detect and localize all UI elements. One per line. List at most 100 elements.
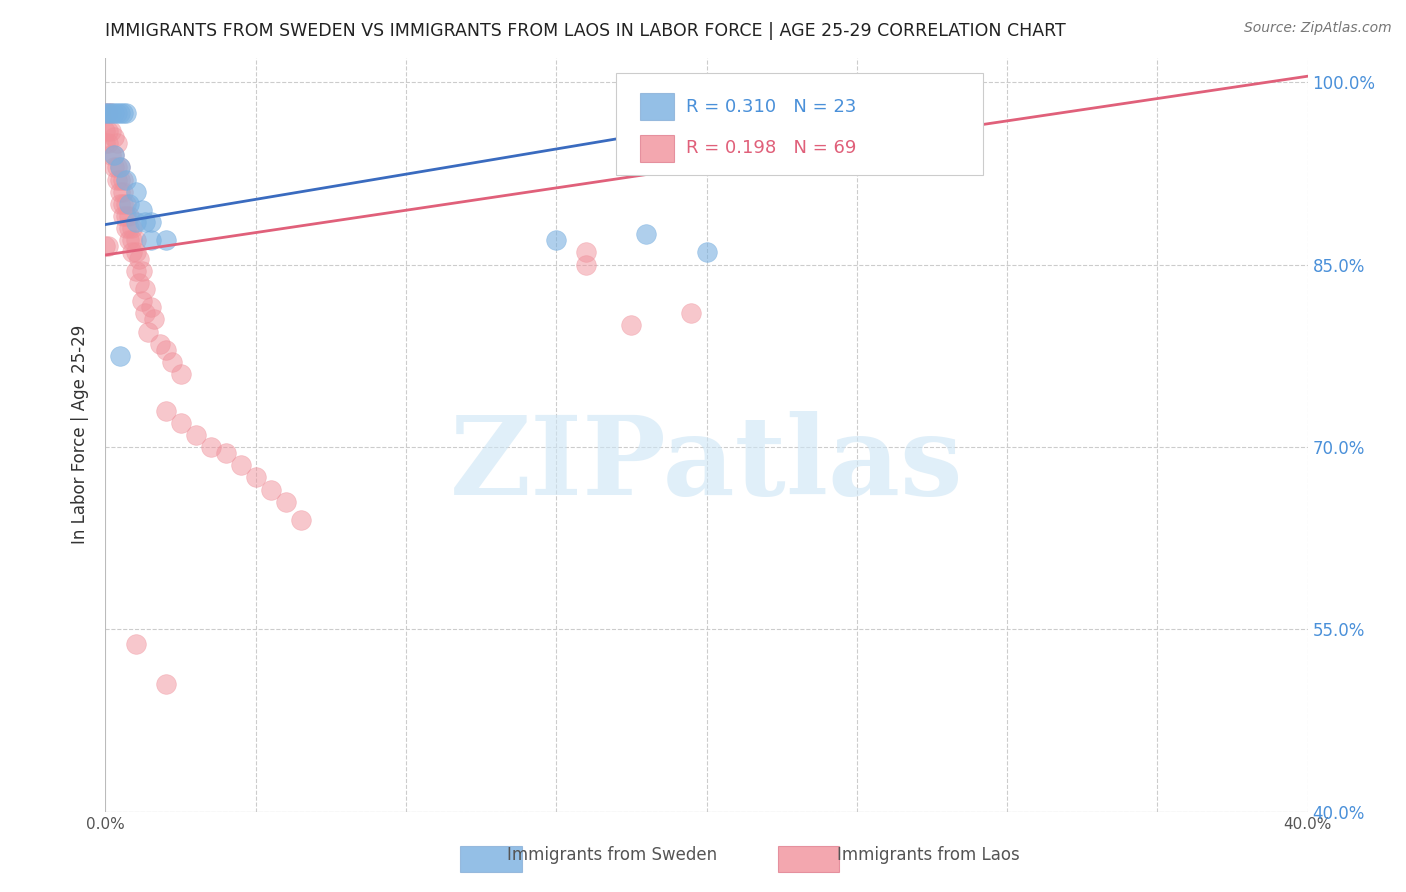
- Point: [118, 233, 141, 247]
- Point: [103, 161, 125, 175]
- Point: [107, 136, 129, 150]
- Point: [110, 172, 132, 186]
- Point: [112, 105, 135, 120]
- Point: [681, 306, 703, 320]
- Text: Immigrants from Laos: Immigrants from Laos: [837, 846, 1019, 863]
- Y-axis label: In Labor Force | Age 25-29: In Labor Force | Age 25-29: [72, 326, 90, 544]
- Point: [94, 124, 117, 138]
- Point: [260, 483, 283, 497]
- Point: [142, 312, 165, 326]
- Point: [115, 105, 138, 120]
- Point: [936, 105, 959, 120]
- Point: [112, 197, 135, 211]
- Point: [134, 282, 156, 296]
- Point: [110, 105, 132, 120]
- Point: [115, 209, 138, 223]
- Point: [97, 105, 120, 120]
- Point: [696, 245, 718, 260]
- Point: [214, 446, 236, 460]
- Point: [155, 233, 177, 247]
- Text: R = 0.198   N = 69: R = 0.198 N = 69: [686, 139, 856, 157]
- Point: [112, 209, 135, 223]
- Point: [115, 197, 138, 211]
- Point: [94, 105, 117, 120]
- FancyBboxPatch shape: [616, 73, 983, 175]
- Point: [131, 202, 153, 217]
- Point: [169, 416, 191, 430]
- Point: [100, 124, 122, 138]
- FancyBboxPatch shape: [778, 846, 839, 872]
- Point: [124, 233, 146, 247]
- Point: [786, 105, 808, 120]
- Point: [110, 349, 132, 363]
- Point: [107, 172, 129, 186]
- Point: [636, 227, 658, 242]
- Point: [134, 306, 156, 320]
- Text: Source: ZipAtlas.com: Source: ZipAtlas.com: [1244, 21, 1392, 35]
- Point: [110, 161, 132, 175]
- Point: [155, 403, 177, 417]
- Point: [118, 221, 141, 235]
- Point: [110, 185, 132, 199]
- Point: [97, 136, 120, 150]
- Point: [290, 513, 312, 527]
- Point: [139, 233, 162, 247]
- Point: [100, 105, 122, 120]
- Point: [94, 105, 117, 120]
- Point: [160, 355, 183, 369]
- Point: [103, 148, 125, 162]
- Text: IMMIGRANTS FROM SWEDEN VS IMMIGRANTS FROM LAOS IN LABOR FORCE | AGE 25-29 CORREL: IMMIGRANTS FROM SWEDEN VS IMMIGRANTS FRO…: [105, 22, 1066, 40]
- Point: [103, 148, 125, 162]
- Point: [134, 215, 156, 229]
- Point: [124, 264, 146, 278]
- Point: [169, 367, 191, 381]
- Point: [121, 233, 143, 247]
- Point: [103, 105, 125, 120]
- Point: [118, 197, 141, 211]
- Point: [274, 494, 297, 508]
- Point: [118, 209, 141, 223]
- Point: [100, 148, 122, 162]
- Point: [107, 161, 129, 175]
- Point: [136, 325, 159, 339]
- Point: [124, 245, 146, 260]
- Point: [139, 215, 162, 229]
- Point: [155, 343, 177, 357]
- Point: [100, 105, 122, 120]
- Point: [131, 294, 153, 309]
- Point: [121, 221, 143, 235]
- Point: [620, 318, 643, 333]
- Point: [148, 336, 170, 351]
- Point: [124, 637, 146, 651]
- Point: [124, 185, 146, 199]
- Point: [131, 264, 153, 278]
- Point: [112, 185, 135, 199]
- Point: [115, 221, 138, 235]
- Point: [97, 124, 120, 138]
- Point: [128, 276, 150, 290]
- Point: [245, 470, 267, 484]
- Point: [110, 161, 132, 175]
- Point: [124, 215, 146, 229]
- Point: [94, 136, 117, 150]
- Point: [229, 458, 252, 473]
- Point: [139, 300, 162, 314]
- Point: [97, 239, 120, 253]
- Point: [575, 258, 598, 272]
- Point: [128, 252, 150, 266]
- FancyBboxPatch shape: [640, 135, 673, 161]
- Point: [112, 172, 135, 186]
- FancyBboxPatch shape: [640, 93, 673, 120]
- Text: Immigrants from Sweden: Immigrants from Sweden: [506, 846, 717, 863]
- Point: [97, 105, 120, 120]
- Point: [200, 440, 222, 454]
- Point: [94, 239, 117, 253]
- Point: [121, 245, 143, 260]
- Point: [107, 105, 129, 120]
- Point: [115, 172, 138, 186]
- Point: [155, 677, 177, 691]
- Point: [575, 245, 598, 260]
- Point: [546, 233, 568, 247]
- Point: [110, 197, 132, 211]
- Text: R = 0.310   N = 23: R = 0.310 N = 23: [686, 97, 856, 116]
